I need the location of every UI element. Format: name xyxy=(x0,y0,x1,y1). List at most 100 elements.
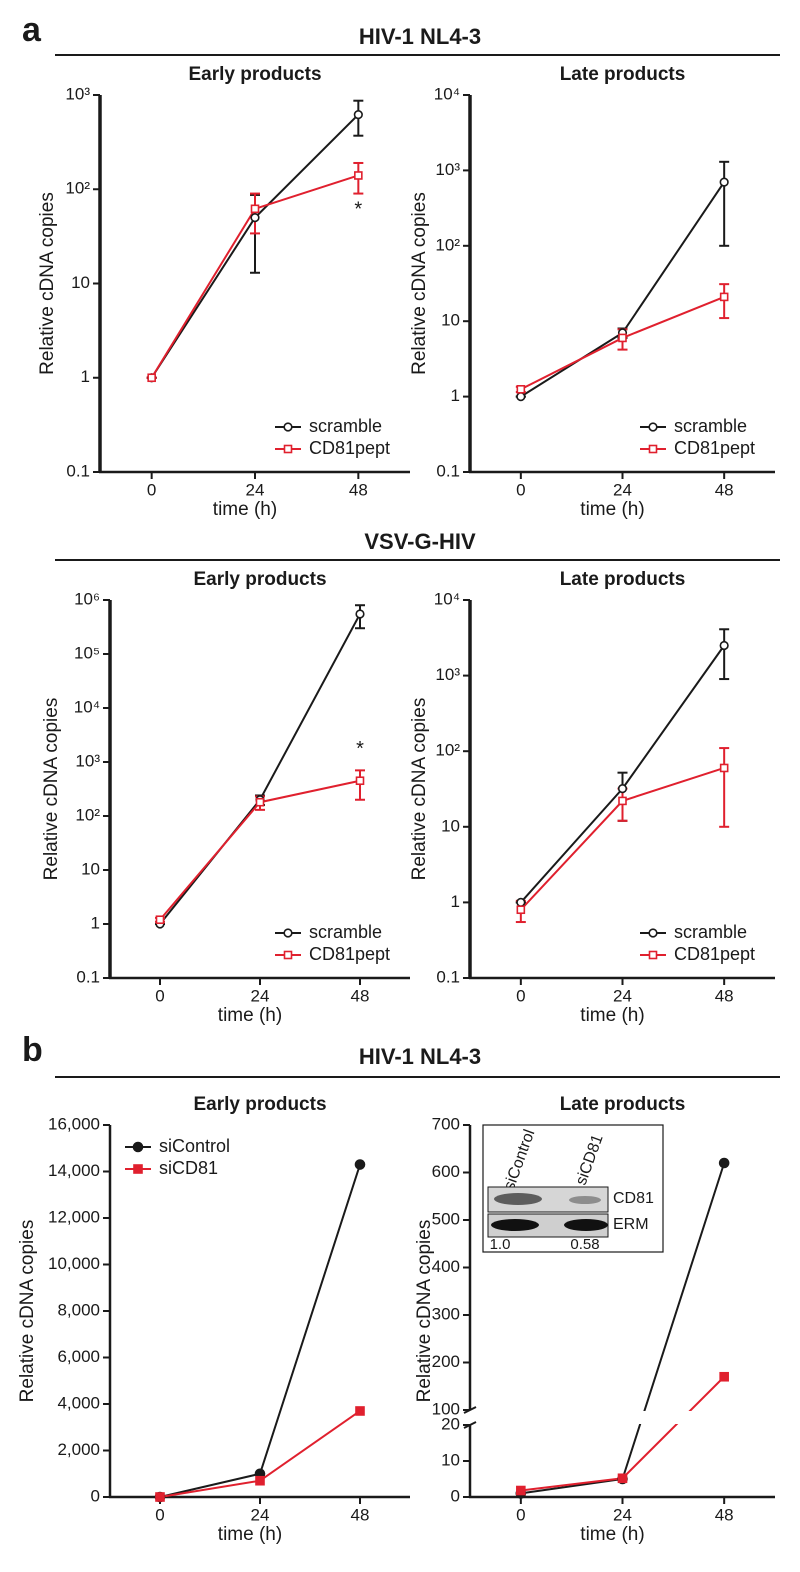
annotation: * xyxy=(354,198,362,220)
y-tick-label: 10⁴ xyxy=(434,84,460,103)
legend-label: CD81pept xyxy=(674,438,755,458)
y-tick-label: 400 xyxy=(432,1257,460,1276)
chart-title: Late products xyxy=(560,569,686,590)
marker xyxy=(617,1473,628,1484)
y-tick-label: 10 xyxy=(441,816,460,835)
marker xyxy=(617,784,628,794)
legend-label: siControl xyxy=(159,1136,230,1156)
y-tick-label: 0.1 xyxy=(76,967,100,986)
x-axis-label: time (h) xyxy=(580,499,644,520)
western-blot-inset: siControl siCD81 CD81 ERM 1.0 0.58 xyxy=(482,1124,664,1253)
y-tick-label: 300 xyxy=(432,1304,460,1323)
legend-label: scramble xyxy=(309,922,382,942)
legend-marker xyxy=(648,422,658,432)
y-tick-label: 10⁴ xyxy=(434,589,460,608)
x-tick-label: 48 xyxy=(715,1505,734,1524)
marker xyxy=(355,776,365,786)
x-tick-label: 0 xyxy=(516,986,525,1005)
chart-title: Early products xyxy=(188,64,321,85)
legend-marker xyxy=(283,928,293,938)
chart-title: Late products xyxy=(560,1094,686,1115)
y-tick-label: 1 xyxy=(451,386,460,405)
y-tick-label: 10 xyxy=(71,273,90,292)
y-tick-label: 0.1 xyxy=(436,461,460,480)
x-tick-label: 0 xyxy=(155,986,164,1005)
chart-title: Late products xyxy=(560,64,686,85)
x-tick-label: 24 xyxy=(613,986,632,1005)
x-tick-label: 24 xyxy=(613,480,632,499)
x-tick-label: 48 xyxy=(715,986,734,1005)
x-tick-label: 24 xyxy=(246,480,265,499)
band xyxy=(494,1193,542,1205)
x-axis-label: time (h) xyxy=(218,1005,282,1026)
y-tick-label: 10³ xyxy=(75,751,100,770)
x-tick-label: 48 xyxy=(351,1505,370,1524)
legend-marker xyxy=(648,444,658,454)
legend-marker xyxy=(132,1141,144,1153)
y-axis-label: Relative cDNA copies xyxy=(409,698,430,881)
quantification: 1.0 xyxy=(490,1236,511,1253)
y-tick-label: 1 xyxy=(451,892,460,911)
y-tick-label: 10³ xyxy=(435,665,460,684)
marker xyxy=(255,797,265,807)
panel-label: b xyxy=(22,1031,43,1069)
axis-break-gap xyxy=(472,1411,777,1424)
marker xyxy=(155,1492,165,1502)
quantification: 0.58 xyxy=(570,1236,599,1253)
legend-marker xyxy=(133,1164,143,1174)
x-axis-label: time (h) xyxy=(580,1524,644,1545)
marker xyxy=(354,171,363,180)
marker xyxy=(250,204,260,214)
series-line xyxy=(159,613,361,925)
x-tick-label: 24 xyxy=(613,1505,632,1524)
legend-label: CD81pept xyxy=(309,438,390,458)
y-tick-label: 10² xyxy=(75,805,100,824)
marker xyxy=(718,1157,730,1169)
marker xyxy=(255,1475,265,1486)
y-tick-label: 1 xyxy=(91,913,100,932)
marker xyxy=(516,905,526,915)
error-bar xyxy=(355,769,365,801)
y-axis-label: Relative cDNA copies xyxy=(414,1220,435,1403)
marker xyxy=(355,609,365,619)
annotation: * xyxy=(356,738,364,760)
band xyxy=(491,1219,539,1231)
x-tick-label: 48 xyxy=(715,480,734,499)
band-label: CD81 xyxy=(613,1190,654,1207)
x-axis-label: time (h) xyxy=(213,499,277,520)
marker xyxy=(719,640,729,651)
y-tick-label: 10² xyxy=(65,179,90,198)
legend-label: CD81pept xyxy=(674,944,755,964)
x-tick-label: 24 xyxy=(251,986,270,1005)
x-axis-label: time (h) xyxy=(580,1005,644,1026)
axis-break-mark xyxy=(463,1421,477,1429)
marker xyxy=(719,1371,729,1382)
y-tick-label: 100 xyxy=(432,1399,460,1418)
legend-marker xyxy=(648,950,658,960)
marker xyxy=(719,177,729,187)
y-tick-label: 10 xyxy=(441,311,460,330)
marker xyxy=(618,796,627,806)
y-tick-label: 10² xyxy=(435,235,460,254)
y-axis-label: Relative cDNA copies xyxy=(41,698,62,881)
y-tick-label: 0 xyxy=(451,1486,460,1505)
y-tick-label: 6,000 xyxy=(57,1347,100,1366)
legend-marker xyxy=(283,950,293,960)
section-title: HIV-1 NL4-3 xyxy=(359,1044,481,1069)
x-tick-label: 0 xyxy=(155,1505,164,1524)
marker xyxy=(354,1159,366,1170)
x-tick-label: 24 xyxy=(251,1505,270,1524)
y-tick-label: 10³ xyxy=(435,160,460,179)
y-tick-label: 1 xyxy=(81,367,90,386)
error-bar xyxy=(719,747,730,828)
y-tick-label: 4,000 xyxy=(57,1393,100,1412)
marker xyxy=(516,1485,526,1496)
y-tick-label: 0.1 xyxy=(66,461,90,480)
marker xyxy=(147,373,156,383)
chart-title: Early products xyxy=(193,569,326,590)
marker xyxy=(155,915,165,925)
y-tick-label: 10⁴ xyxy=(74,697,100,716)
y-tick-label: 10⁶ xyxy=(74,589,100,608)
y-tick-label: 14,000 xyxy=(48,1161,100,1180)
